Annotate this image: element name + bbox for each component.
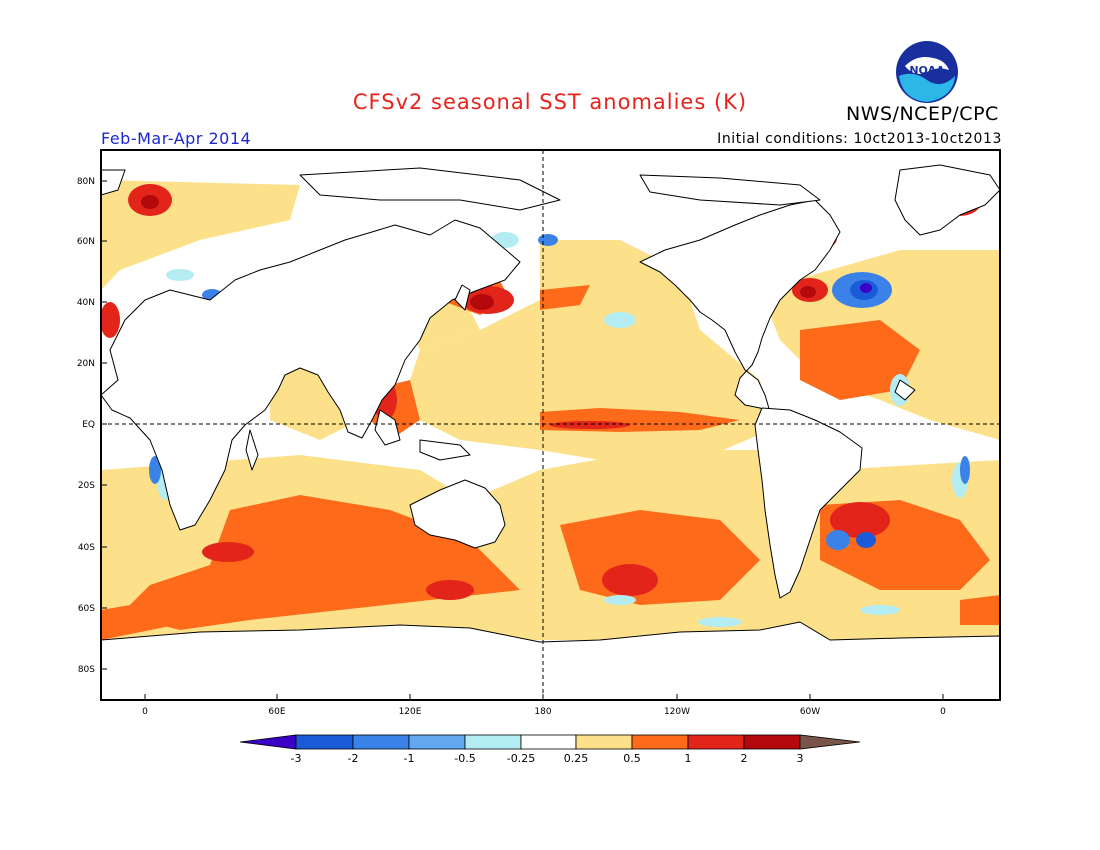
colorbar-swatch <box>295 734 354 750</box>
longitude-axis: 0 60E 120E 180 120W 60W 0 <box>142 694 946 717</box>
colorbar-label: -3 <box>291 752 302 765</box>
map-title: CFSv2 seasonal SST anomalies (K) <box>352 90 748 114</box>
lat-label: EQ <box>82 420 95 430</box>
map-frame <box>100 149 1001 701</box>
lat-label: 20N <box>77 359 95 369</box>
colorbar <box>239 734 861 750</box>
season-label: Feb-Mar-Apr 2014 <box>101 129 252 148</box>
lon-label: 0 <box>940 707 946 717</box>
australia <box>409 479 506 549</box>
colorbar-label: -2 <box>348 752 359 765</box>
colorbar-arrow-high <box>799 734 861 750</box>
colorbar-label: -0.5 <box>454 752 475 765</box>
logo-text: NOAA <box>909 64 945 77</box>
colorbar-label: 3 <box>797 752 804 765</box>
colorbar-swatch <box>743 734 801 750</box>
colorbar-label: -1 <box>404 752 415 765</box>
colorbar-swatch <box>464 734 522 750</box>
north-america <box>639 199 841 413</box>
agency-label: NWS/NCEP/CPC <box>846 103 999 125</box>
colorbar-label: 0.5 <box>623 752 641 765</box>
lat-label: 20S <box>78 481 95 491</box>
lon-label: 120E <box>399 707 422 717</box>
lat-label: 60N <box>77 237 95 247</box>
greenland <box>894 164 1000 236</box>
lat-label: 80S <box>78 665 95 675</box>
map-canvas <box>101 150 1000 700</box>
colorbar-swatch <box>575 734 633 750</box>
colorbar-swatch <box>352 734 410 750</box>
colorbar-swatch <box>408 734 466 750</box>
south-america <box>754 407 863 599</box>
colorbar-labels: -3 -2 -1 -0.5 -0.25 0.25 0.5 1 2 3 <box>291 752 804 765</box>
lat-label: 80N <box>77 177 95 187</box>
very-strong-cool-anomaly-field <box>860 283 872 293</box>
colorbar-swatch <box>631 734 689 750</box>
lat-label: 60S <box>78 604 95 614</box>
colorbar-swatch <box>687 734 745 750</box>
noaa-logo: NOAA <box>896 41 958 103</box>
lon-label: 60E <box>268 707 285 717</box>
lat-label: 40N <box>77 298 95 308</box>
lat-label: 40S <box>78 543 95 553</box>
colorbar-label: 1 <box>685 752 692 765</box>
colorbar-label: 0.25 <box>564 752 589 765</box>
lon-label: 120W <box>664 707 690 717</box>
lon-label: 60W <box>800 707 820 717</box>
colorbar-arrow-low <box>239 734 297 750</box>
lon-label: 0 <box>142 707 148 717</box>
colorbar-label: 2 <box>741 752 748 765</box>
continents <box>101 164 1000 700</box>
eurasia-africa <box>101 219 521 531</box>
colorbar-swatch <box>520 734 577 750</box>
antarctica <box>101 621 1000 700</box>
colorbar-label: -0.25 <box>507 752 535 765</box>
initial-conditions-label: Initial conditions: 10ct2013-10ct2013 <box>717 131 1002 147</box>
latitude-axis: 80N 60N 40N 20N EQ 20S 40S 60S 80S <box>77 177 107 675</box>
lon-label: 180 <box>534 707 551 717</box>
